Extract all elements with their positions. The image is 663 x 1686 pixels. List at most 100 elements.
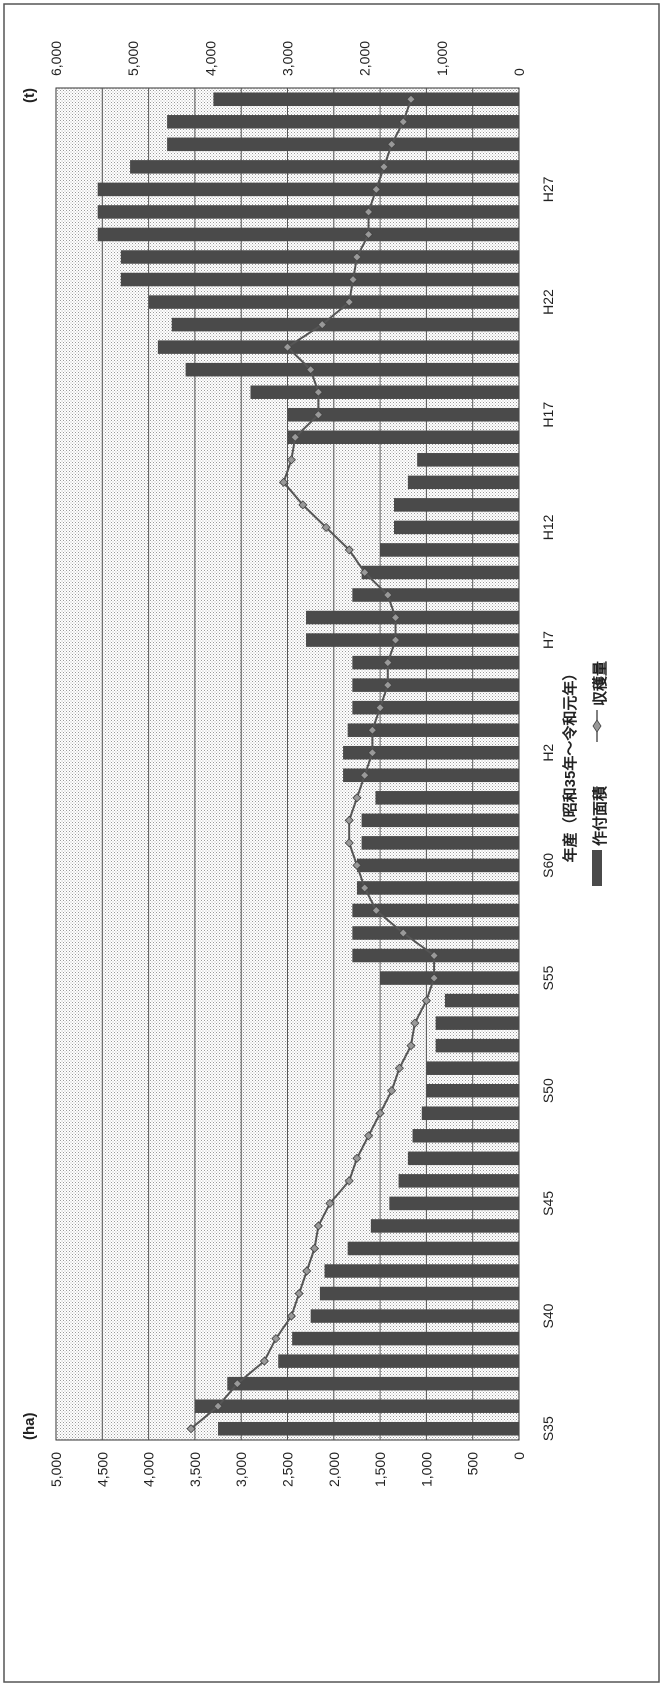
x-tick-label: H7	[540, 631, 556, 649]
left-tick-label: 1,000	[418, 1452, 434, 1487]
bar	[352, 588, 519, 602]
bar	[347, 723, 519, 737]
bar	[310, 1309, 519, 1323]
series-line	[190, 98, 436, 1430]
bar	[306, 610, 519, 625]
bar	[130, 160, 519, 174]
legend-swatch-planted-area	[592, 850, 602, 886]
bar	[407, 475, 519, 490]
x-axis-ticks: S35 S40 S45 S50 S55 S60 H2 H7 H12 H17 H22 H27	[540, 176, 556, 1441]
bar	[324, 1264, 519, 1278]
line-point	[325, 1198, 335, 1208]
line-point	[363, 207, 374, 217]
legend-item-harvest: 収穫量	[591, 661, 609, 742]
grid-lines	[101, 88, 474, 1440]
bar	[444, 993, 519, 1008]
right-tick-label: 3,000	[280, 41, 296, 76]
line-point	[383, 680, 393, 690]
line-point	[344, 545, 354, 555]
bar	[361, 836, 519, 850]
right-tick-label: 0	[511, 68, 527, 76]
line-point	[367, 725, 377, 735]
left-axis-unit: (ha)	[21, 1413, 38, 1441]
bar	[343, 745, 519, 760]
bar	[352, 903, 519, 918]
bar	[167, 115, 519, 129]
x-tick-label: H17	[540, 402, 556, 428]
line-point	[360, 770, 370, 780]
bar	[361, 565, 519, 580]
legend-label-planted-area: 作付面積	[591, 785, 609, 846]
right-tick-label: 1,000	[434, 41, 450, 76]
x-tick-label: S50	[540, 1078, 556, 1103]
line-point	[344, 815, 354, 825]
line-point	[344, 297, 354, 307]
right-axis-ticks: 0 1,000 2,000 3,000 4,000 5,000 6,000	[48, 41, 527, 76]
line-point	[379, 162, 389, 172]
line-point	[363, 1131, 374, 1141]
bar	[356, 858, 519, 873]
line-point	[367, 748, 377, 758]
bar	[352, 678, 519, 692]
bar	[319, 1286, 519, 1301]
line-point	[394, 1063, 404, 1073]
line-point	[371, 905, 381, 916]
line-point	[348, 274, 358, 285]
bar	[97, 205, 520, 219]
bar	[218, 1421, 520, 1436]
line-point	[286, 1311, 296, 1321]
bar	[421, 1106, 519, 1121]
line-point	[371, 184, 381, 194]
line-point	[302, 1266, 312, 1276]
x-tick-label: S35	[540, 1416, 556, 1441]
bar	[171, 317, 519, 332]
bar	[435, 1038, 519, 1053]
x-tick-label: H22	[540, 289, 556, 315]
bar	[407, 1151, 519, 1166]
bar	[417, 453, 519, 467]
line-point	[360, 567, 370, 578]
line-point	[232, 1379, 242, 1389]
left-tick-label: 3,000	[233, 1452, 249, 1487]
bar	[157, 340, 520, 354]
line-point	[406, 1041, 416, 1051]
left-tick-label: 2,000	[326, 1452, 342, 1487]
line-point	[294, 1288, 304, 1299]
right-tick-label: 6,000	[48, 41, 64, 76]
line-point	[290, 432, 300, 442]
bar	[227, 1376, 519, 1391]
line-point	[313, 1221, 323, 1231]
left-tick-label: 2,500	[280, 1452, 296, 1487]
bar	[393, 498, 519, 512]
line-series-harvest	[186, 94, 439, 1434]
bar	[352, 700, 519, 715]
right-tick-label: 2,000	[357, 41, 373, 76]
right-axis-unit: (t)	[21, 88, 38, 103]
bar	[278, 1354, 519, 1368]
bar	[167, 137, 519, 152]
x-tick-label: S40	[540, 1303, 556, 1328]
bar	[306, 633, 519, 647]
bar	[435, 1016, 519, 1030]
bar	[380, 543, 519, 557]
left-tick-label: 3,500	[187, 1452, 203, 1487]
bar	[213, 92, 520, 107]
legend-label-harvest: 収穫量	[591, 661, 609, 706]
line-point	[317, 320, 327, 330]
line-point	[313, 410, 323, 420]
bar	[347, 1241, 519, 1256]
bar	[426, 1083, 519, 1098]
line-point	[259, 1356, 269, 1366]
bar	[287, 430, 519, 445]
line-point	[282, 342, 293, 352]
bar	[426, 1061, 519, 1075]
left-tick-label: 0	[511, 1452, 527, 1460]
legend-marker-harvest	[592, 719, 602, 733]
line-point	[344, 1176, 354, 1186]
x-tick-label: S45	[540, 1191, 556, 1216]
bar	[389, 1196, 519, 1211]
bar	[120, 250, 519, 264]
bar	[194, 1399, 519, 1413]
bar	[148, 295, 519, 309]
